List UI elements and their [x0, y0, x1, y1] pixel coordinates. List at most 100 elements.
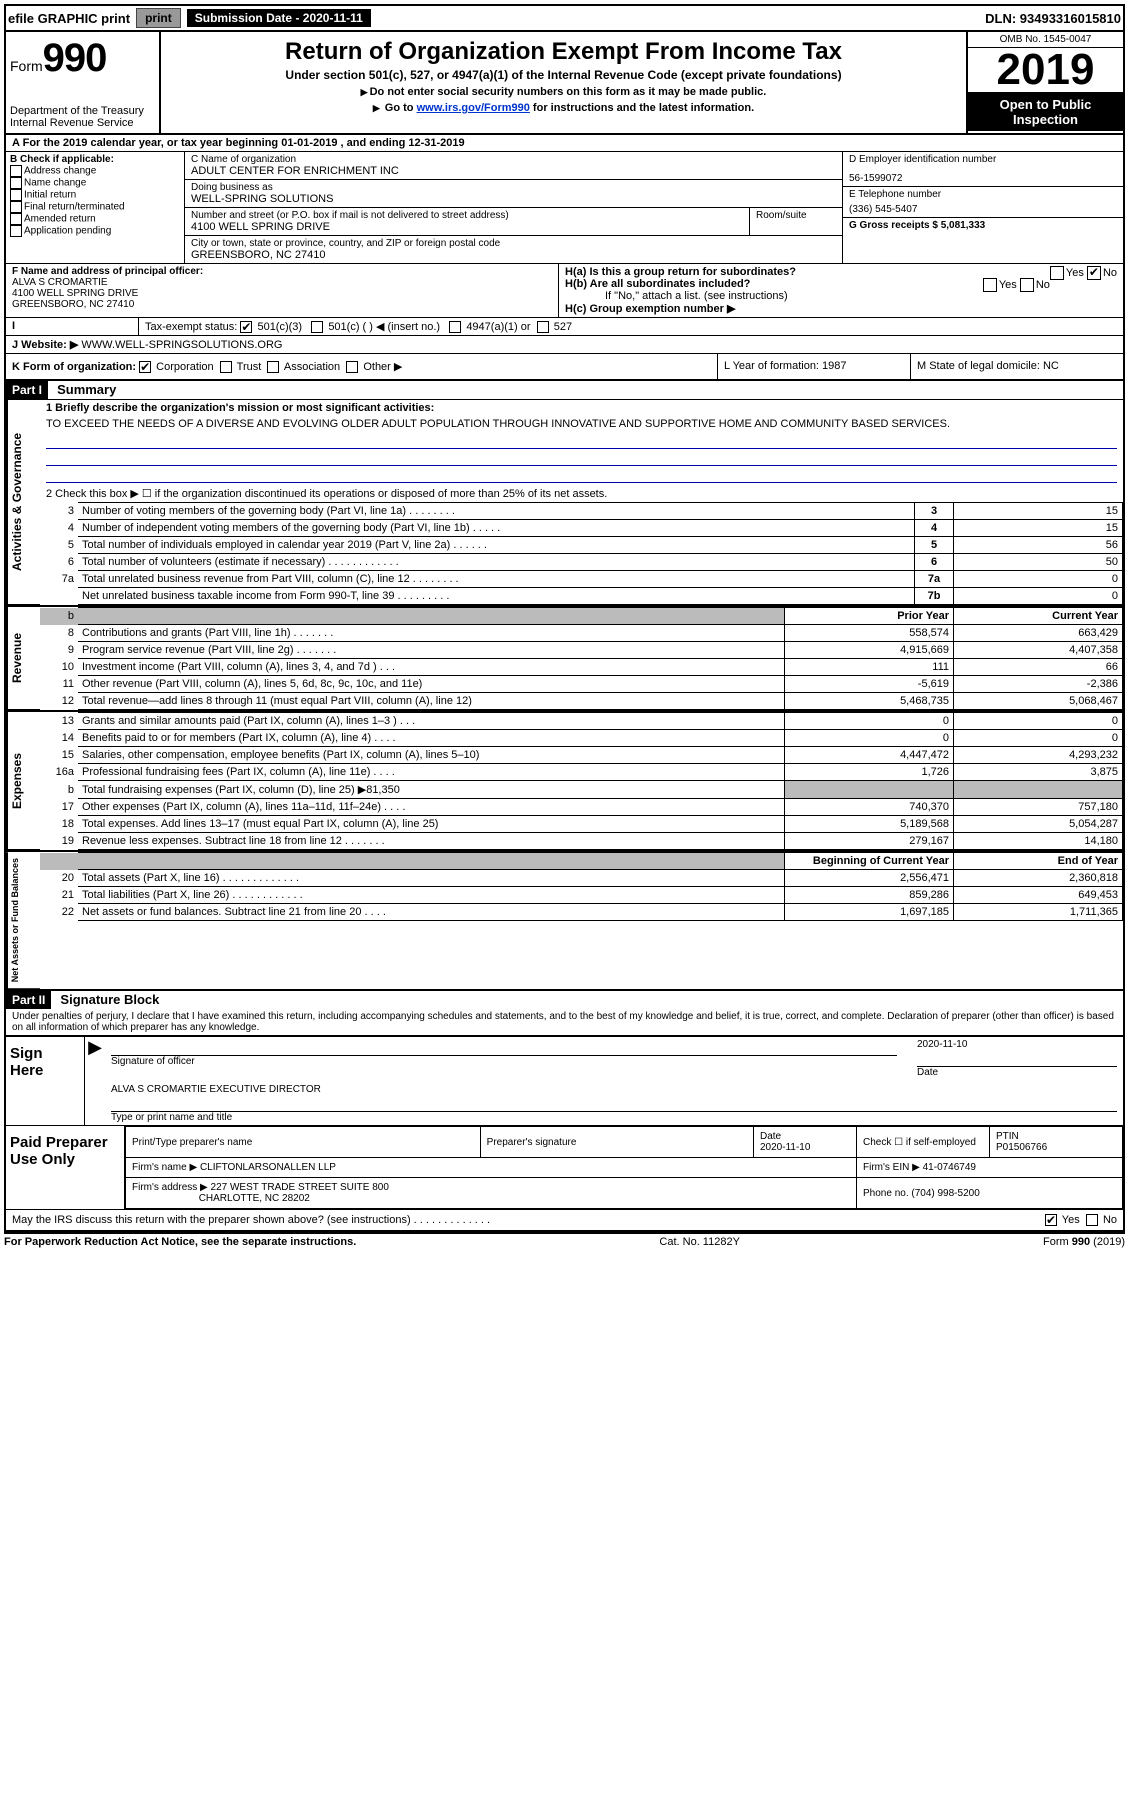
mission-rule-3 — [46, 468, 1117, 483]
table-row: 13Grants and similar amounts paid (Part … — [40, 713, 1123, 730]
street-value: 4100 WELL SPRING DRIVE — [191, 221, 743, 233]
chk-initial-return[interactable]: Initial return — [10, 189, 180, 201]
table-row: 18Total expenses. Add lines 13–17 (must … — [40, 816, 1123, 833]
efile-label: efile GRAPHIC print — [8, 11, 130, 26]
irs-label: Internal Revenue Service — [10, 117, 155, 129]
print-button[interactable]: print — [136, 8, 181, 28]
table-row: 10Investment income (Part VIII, column (… — [40, 659, 1123, 676]
table-row: 5Total number of individuals employed in… — [40, 537, 1123, 554]
ha-group-return: H(a) Is this a group return for subordin… — [565, 266, 1117, 278]
city-label: City or town, state or province, country… — [191, 238, 836, 249]
part-1-title: Summary — [51, 382, 116, 397]
klm-row: K Form of organization: Corporation Trus… — [6, 354, 1123, 381]
gross-receipts: G Gross receipts $ 5,081,333 — [849, 220, 1117, 231]
table-row: 11Other revenue (Part VIII, column (A), … — [40, 676, 1123, 693]
table-row: Net unrelated business taxable income fr… — [40, 588, 1123, 605]
discuss-text: May the IRS discuss this return with the… — [12, 1214, 490, 1226]
org-name-label: C Name of organization — [191, 154, 836, 165]
firm-ein: 41-0746749 — [923, 1162, 976, 1173]
chk-address-change[interactable]: Address change — [10, 165, 180, 177]
chk-final-return[interactable]: Final return/terminated — [10, 201, 180, 213]
sig-date-value: 2020-11-10 — [917, 1039, 1117, 1050]
firm-name-lbl: Firm's name ▶ — [132, 1162, 197, 1173]
goto-suffix: for instructions and the latest informat… — [530, 102, 754, 114]
firm-addr-lbl: Firm's address ▶ — [132, 1182, 208, 1193]
officer-name: ALVA S CROMARTIE — [12, 277, 552, 288]
city-value: GREENSBORO, NC 27410 — [191, 249, 836, 261]
prep-name-label: Print/Type preparer's name — [126, 1127, 481, 1158]
chk-app-pending[interactable]: Application pending — [10, 225, 180, 237]
dba-label: Doing business as — [191, 182, 836, 193]
chk-corporation — [139, 361, 151, 373]
discuss-yes-chk — [1045, 1214, 1057, 1226]
form-header: Form990 Department of the Treasury Inter… — [6, 32, 1123, 135]
table-row: 19Revenue less expenses. Subtract line 1… — [40, 833, 1123, 850]
officer-addr1: 4100 WELL SPRING DRIVE — [12, 288, 552, 299]
self-employed-check[interactable]: Check ☐ if self-employed — [857, 1127, 990, 1158]
form-990-number: 990 — [43, 36, 107, 80]
table-row: 9Program service revenue (Part VIII, lin… — [40, 642, 1123, 659]
net-assets-table: Beginning of Current YearEnd of Year 20T… — [40, 852, 1123, 921]
ptin-label: PTIN — [996, 1131, 1019, 1142]
chk-name-change[interactable]: Name change — [10, 177, 180, 189]
opt-501c3: 501(c)(3) — [257, 321, 302, 333]
hb-subordinates: H(b) Are all subordinates included? Yes … — [565, 278, 1117, 290]
hb-no: No — [1036, 279, 1050, 291]
arrow-icon: ▶ — [85, 1037, 105, 1125]
goto-prefix: Go to — [385, 102, 417, 114]
hc-group-exemption: H(c) Group exemption number ▶ — [565, 302, 1117, 315]
discuss-row: May the IRS discuss this return with the… — [6, 1210, 1123, 1232]
ha-yes: Yes — [1066, 267, 1084, 279]
revenue-section: Revenue bPrior YearCurrent Year 8Contrib… — [6, 605, 1123, 712]
dept-treasury: Department of the Treasury — [10, 105, 155, 117]
table-row: Firm's name ▶ CLIFTONLARSONALLEN LLP Fir… — [126, 1158, 1123, 1178]
entity-block: B Check if applicable: Address change Na… — [6, 152, 1123, 264]
open-public-2: Inspection — [968, 112, 1123, 127]
opt-4947: 4947(a)(1) or — [466, 321, 530, 333]
table-row: 21Total liabilities (Part X, line 26) . … — [40, 887, 1123, 904]
year-formation: L Year of formation: 1987 — [718, 354, 911, 379]
line-1-label: 1 Briefly describe the organization's mi… — [40, 400, 1123, 416]
side-net-assets: Net Assets or Fund Balances — [6, 852, 40, 989]
website-label: J Website: ▶ — [12, 339, 78, 351]
ein-label: D Employer identification number — [849, 154, 1117, 165]
net-assets-section: Net Assets or Fund Balances Beginning of… — [6, 850, 1123, 991]
side-activities-governance: Activities & Governance — [6, 400, 40, 605]
table-row: 16aProfessional fundraising fees (Part I… — [40, 764, 1123, 781]
sig-date-label: Date — [917, 1067, 1117, 1078]
col-b-title: B Check if applicable: — [10, 154, 114, 165]
dba-value: WELL-SPRING SOLUTIONS — [191, 193, 836, 205]
firm-addr1: 227 WEST TRADE STREET SUITE 800 — [211, 1182, 389, 1193]
table-row: 14Benefits paid to or for members (Part … — [40, 730, 1123, 747]
opt-501c: 501(c) ( ) ◀ (insert no.) — [328, 321, 440, 333]
part-1-header: Part I Summary — [6, 381, 1123, 400]
expenses-table: 13Grants and similar amounts paid (Part … — [40, 712, 1123, 850]
mission-rule-2 — [46, 451, 1117, 466]
officer-label: F Name and address of principal officer: — [12, 266, 552, 277]
top-bar: efile GRAPHIC print print Submission Dat… — [4, 4, 1125, 32]
sign-here-label: Sign Here — [6, 1037, 85, 1125]
street-label: Number and street (or P.O. box if mail i… — [191, 210, 743, 221]
footer-row: For Paperwork Reduction Act Notice, see … — [4, 1234, 1125, 1248]
table-row: 17Other expenses (Part IX, column (A), l… — [40, 799, 1123, 816]
paid-preparer-table: Print/Type preparer's name Preparer's si… — [125, 1126, 1123, 1209]
submission-date: Submission Date - 2020-11-11 — [187, 9, 371, 27]
side-revenue: Revenue — [6, 607, 40, 710]
ha-label: H(a) Is this a group return for subordin… — [565, 266, 796, 278]
typed-name-label: Type or print name and title — [111, 1112, 1117, 1123]
form-number: Form990 — [10, 36, 155, 81]
tax-year: 2019 — [968, 48, 1123, 92]
chk-501c3 — [240, 321, 252, 333]
line-1-mission: TO EXCEED THE NEEDS OF A DIVERSE AND EVO… — [40, 416, 1123, 432]
officer-signature-line[interactable] — [111, 1039, 897, 1056]
prep-date-lbl: Date — [760, 1131, 781, 1142]
table-row: Firm's address ▶ 227 WEST TRADE STREET S… — [126, 1178, 1123, 1209]
chk-amended[interactable]: Amended return — [10, 213, 180, 225]
open-public-1: Open to Public — [968, 97, 1123, 112]
k-label: K Form of organization: — [12, 361, 136, 373]
irs-link[interactable]: www.irs.gov/Form990 — [417, 102, 530, 114]
discuss-yes: Yes — [1062, 1214, 1080, 1226]
phone-value: (336) 545-5407 — [849, 204, 1117, 215]
table-row: 20Total assets (Part X, line 16) . . . .… — [40, 870, 1123, 887]
room-label: Room/suite — [756, 210, 836, 221]
